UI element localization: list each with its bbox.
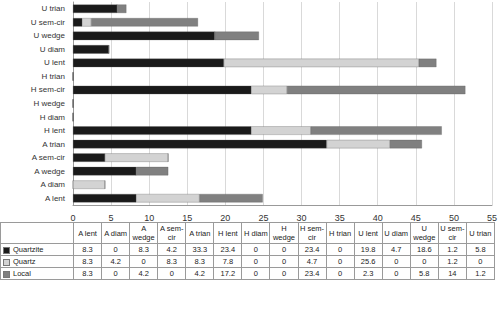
html-text:0: 0	[338, 257, 343, 266]
html-text:0: 0	[113, 245, 118, 254]
html-text:17.2: 17.2	[220, 269, 236, 278]
html-text:0: 0	[281, 269, 286, 278]
html-text:0: 0	[281, 257, 286, 266]
svg-text:H sem-cir: H sem-cir	[31, 85, 66, 94]
html-text:0: 0	[253, 257, 258, 266]
html-text:0: 0	[113, 269, 118, 278]
svg-text:55: 55	[487, 213, 497, 223]
svg-text:15: 15	[182, 213, 192, 223]
html-text:H diam: H diam	[244, 228, 268, 238]
html-text:33.3: 33.3	[192, 245, 208, 254]
html-text:Quartz: Quartz	[13, 257, 36, 266]
html-text:U trian: U trian	[469, 228, 492, 238]
html-text:H wedge: H wedge	[272, 224, 295, 242]
html-text:0: 0	[394, 257, 399, 266]
html-text:0: 0	[281, 245, 286, 254]
svg-text:A diam: A diam	[41, 180, 66, 189]
html-text:A wedge: A wedge	[132, 224, 155, 242]
svg-text:35: 35	[335, 213, 345, 223]
html-text:14: 14	[448, 269, 457, 278]
svg-text:A wedge: A wedge	[34, 167, 65, 176]
svg-text:50: 50	[449, 213, 459, 223]
html-text:7.8: 7.8	[222, 257, 234, 266]
html-text:1.2: 1.2	[447, 257, 458, 266]
html-text:U diam: U diam	[384, 228, 409, 238]
svg-text:U lent: U lent	[44, 58, 66, 67]
html-text:8.3: 8.3	[82, 257, 93, 266]
html-text:8.3: 8.3	[82, 269, 93, 278]
html-text:0: 0	[338, 269, 343, 278]
html-text:4.2: 4.2	[110, 257, 121, 266]
svg-text:30: 30	[297, 213, 307, 223]
svg-text:0: 0	[70, 213, 75, 223]
html-text:0: 0	[394, 269, 399, 278]
html-text:0: 0	[253, 245, 258, 254]
html-text:2.3: 2.3	[362, 269, 374, 278]
html-text:8.3: 8.3	[194, 257, 205, 266]
html-text:5.8: 5.8	[475, 245, 486, 254]
svg-text:25: 25	[258, 213, 268, 223]
html-text:Local: Local	[13, 269, 31, 278]
html-text:A lent: A lent	[78, 228, 97, 238]
html-text:23.4: 23.4	[220, 245, 236, 254]
html-text:Quartzite: Quartzite	[13, 245, 44, 254]
html-text:A sem-cir: A sem-cir	[160, 224, 184, 242]
svg-text:U wedge: U wedge	[33, 31, 65, 40]
html-text:4.2: 4.2	[194, 269, 205, 278]
svg-text:U trian: U trian	[41, 4, 65, 13]
html-text:4.2: 4.2	[166, 245, 177, 254]
html-text:1.2: 1.2	[475, 269, 486, 278]
html-text:25.6: 25.6	[360, 257, 376, 266]
html-text:19.8: 19.8	[360, 245, 376, 254]
html-text:H sem-cir: H sem-cir	[299, 224, 325, 242]
svg-text:40: 40	[373, 213, 383, 223]
svg-text:10: 10	[144, 213, 154, 223]
html-text:U lent: U lent	[358, 228, 378, 238]
html-text:U sem-cir: U sem-cir	[440, 224, 465, 242]
html-text:5.8: 5.8	[419, 269, 430, 278]
html-text:4.2: 4.2	[138, 269, 149, 278]
html-text:23.4: 23.4	[304, 269, 320, 278]
html-text:8.3: 8.3	[82, 245, 93, 254]
html-text:0: 0	[169, 269, 174, 278]
svg-text:5: 5	[109, 213, 114, 223]
html-text:A trian: A trian	[189, 228, 211, 238]
html-text:8.3: 8.3	[166, 257, 177, 266]
svg-text:A trian: A trian	[42, 140, 65, 149]
html-text:0: 0	[478, 257, 483, 266]
html-text:1.2: 1.2	[447, 245, 458, 254]
html-text:H trian: H trian	[329, 228, 352, 238]
svg-text:H lent: H lent	[44, 126, 66, 135]
html-text:4.7: 4.7	[306, 257, 318, 266]
svg-text:20: 20	[220, 213, 230, 223]
svg-text:H diam: H diam	[40, 113, 66, 122]
html-text:23.4: 23.4	[304, 245, 320, 254]
svg-text:U sem-cir: U sem-cir	[31, 18, 66, 27]
html-text:4.7: 4.7	[391, 245, 402, 254]
svg-text:45: 45	[411, 213, 421, 223]
html-text:0: 0	[141, 257, 146, 266]
html-text:U wedge: U wedge	[413, 224, 436, 242]
svg-text:A lent: A lent	[45, 194, 66, 203]
html-text:A diam: A diam	[104, 228, 128, 238]
svg-text:A sem-cir: A sem-cir	[32, 153, 66, 162]
html-text:0: 0	[253, 269, 258, 278]
svg-text:H wedge: H wedge	[33, 99, 65, 108]
html-text:18.6: 18.6	[417, 245, 432, 254]
html-text:0: 0	[338, 245, 343, 254]
svg-text:H trian: H trian	[41, 72, 65, 81]
html-text:H lent: H lent	[218, 228, 238, 238]
html-text:8.3: 8.3	[138, 245, 149, 254]
svg-text:U diam: U diam	[40, 45, 66, 54]
html-text:0: 0	[422, 257, 427, 266]
